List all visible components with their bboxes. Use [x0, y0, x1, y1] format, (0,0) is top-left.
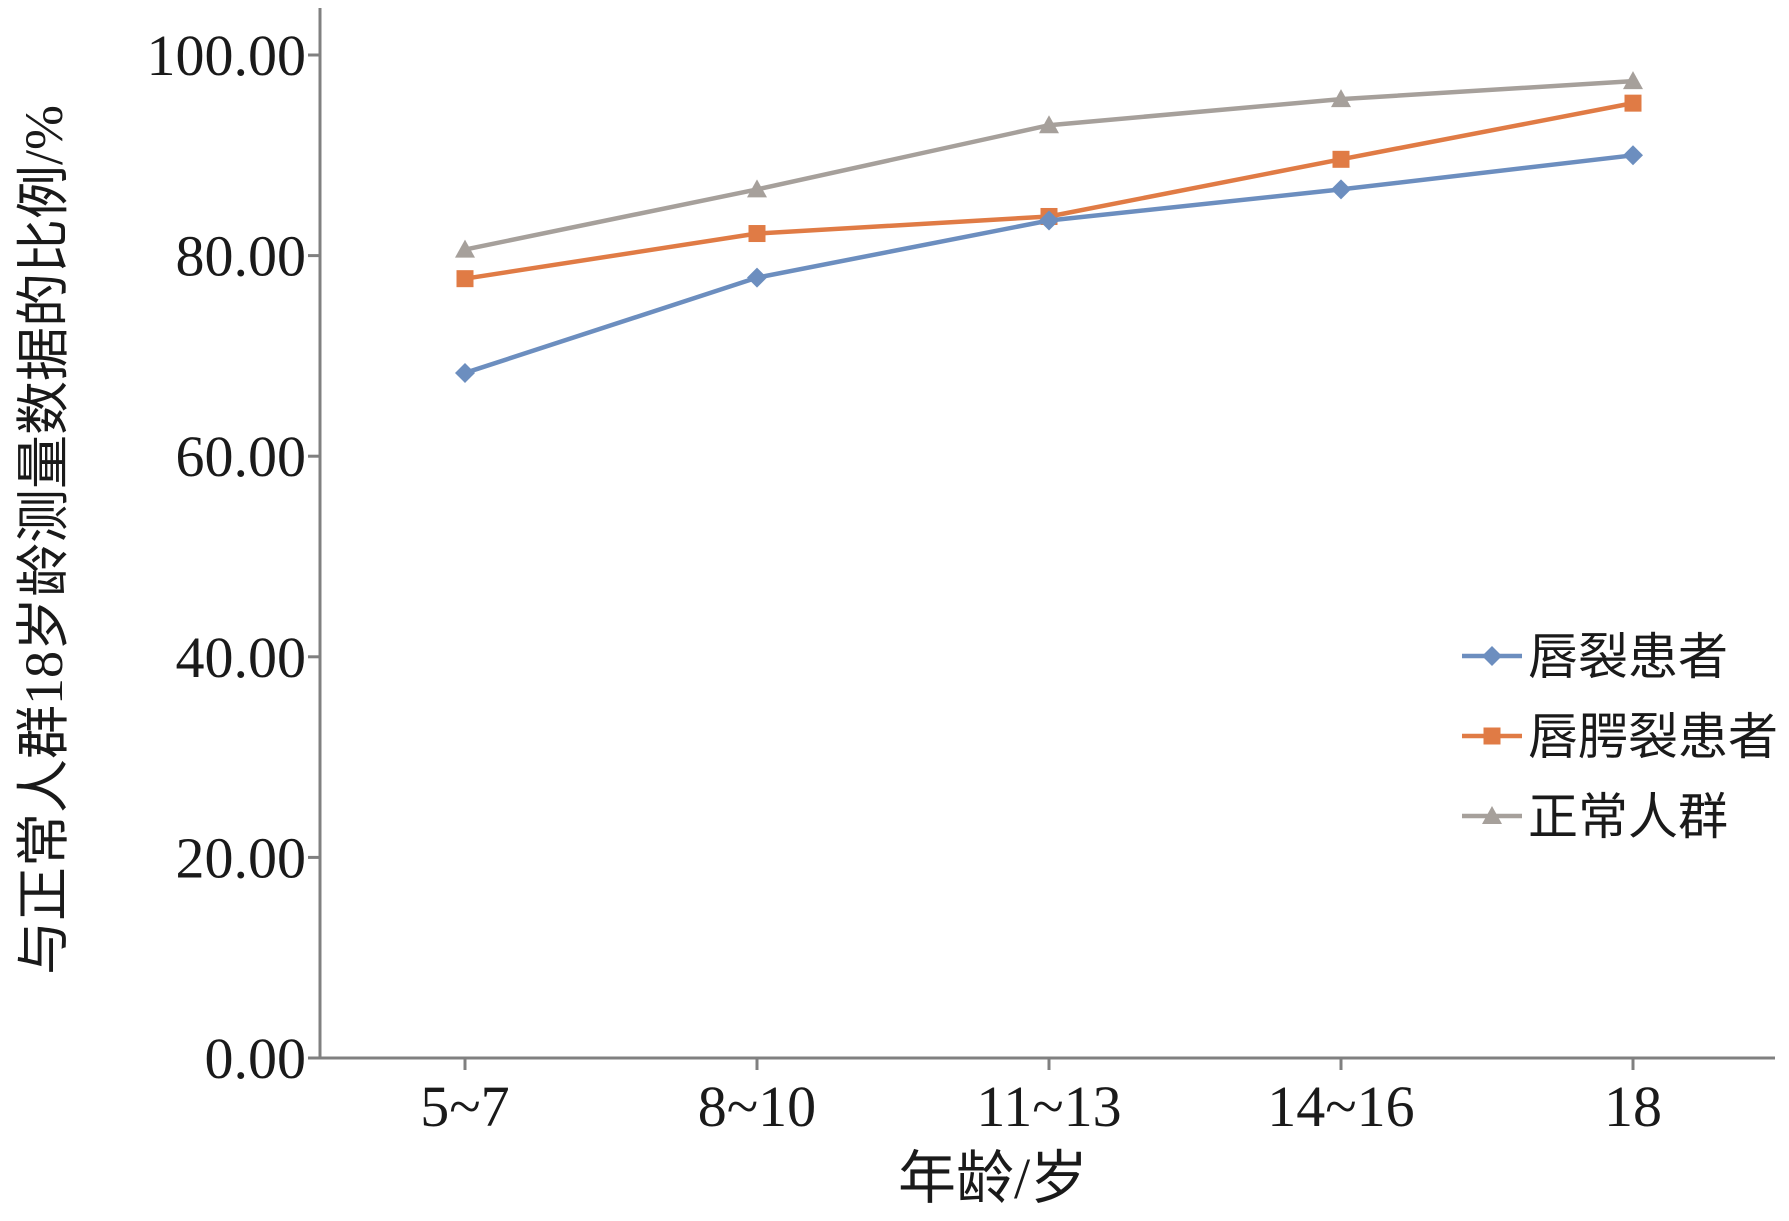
legend-item: 唇腭裂患者 [1462, 709, 1778, 765]
x-tick-label: 14~16 [1267, 1074, 1414, 1139]
y-tick-label: 0.00 [205, 1026, 307, 1091]
data-point [455, 239, 475, 258]
legend-item: 正常人群 [1462, 789, 1728, 845]
axes: 0.00 20.00 40.00 60.00 80.00 100.00 5~7 8~10 11~… [147, 8, 1775, 1139]
legend-marker [1482, 806, 1502, 824]
data-point [747, 267, 767, 288]
legend-item: 唇裂患者 [1462, 629, 1728, 685]
y-tick-label: 60.00 [176, 424, 307, 489]
y-axis-label: 与正常人群18岁龄测量数据的比例/% [14, 105, 74, 975]
data-point [748, 225, 766, 243]
x-tick-label: 8~10 [698, 1074, 816, 1139]
x-tick-label: 18 [1604, 1074, 1662, 1139]
data-point [455, 362, 475, 383]
x-axis-label: 年龄/岁 [898, 1146, 1088, 1211]
x-tick-label: 11~13 [976, 1074, 1121, 1139]
legend-label: 唇腭裂患者 [1528, 709, 1778, 765]
series-group [455, 71, 1643, 383]
y-tick-label: 40.00 [176, 625, 307, 690]
data-point [1331, 179, 1351, 200]
data-point [1624, 94, 1642, 112]
data-point [1039, 115, 1059, 134]
data-point [456, 270, 474, 288]
x-tick-label: 5~7 [420, 1074, 509, 1139]
data-point [1039, 210, 1059, 231]
data-point [1331, 89, 1351, 108]
data-point [1623, 71, 1643, 90]
data-point [1332, 150, 1350, 168]
series-line [464, 153, 1634, 376]
y-tick-label: 20.00 [176, 825, 307, 890]
y-tick-label: 100.00 [147, 23, 307, 88]
legend-marker [1482, 646, 1502, 666]
data-point [1623, 145, 1643, 166]
legend-label: 唇裂患者 [1528, 629, 1728, 685]
series-triangle [455, 71, 1643, 258]
legend-label: 正常人群 [1528, 789, 1728, 845]
data-point [747, 179, 767, 198]
y-tick-label: 80.00 [176, 224, 307, 289]
series-diamond [455, 145, 1643, 383]
legend-marker [1483, 727, 1501, 745]
